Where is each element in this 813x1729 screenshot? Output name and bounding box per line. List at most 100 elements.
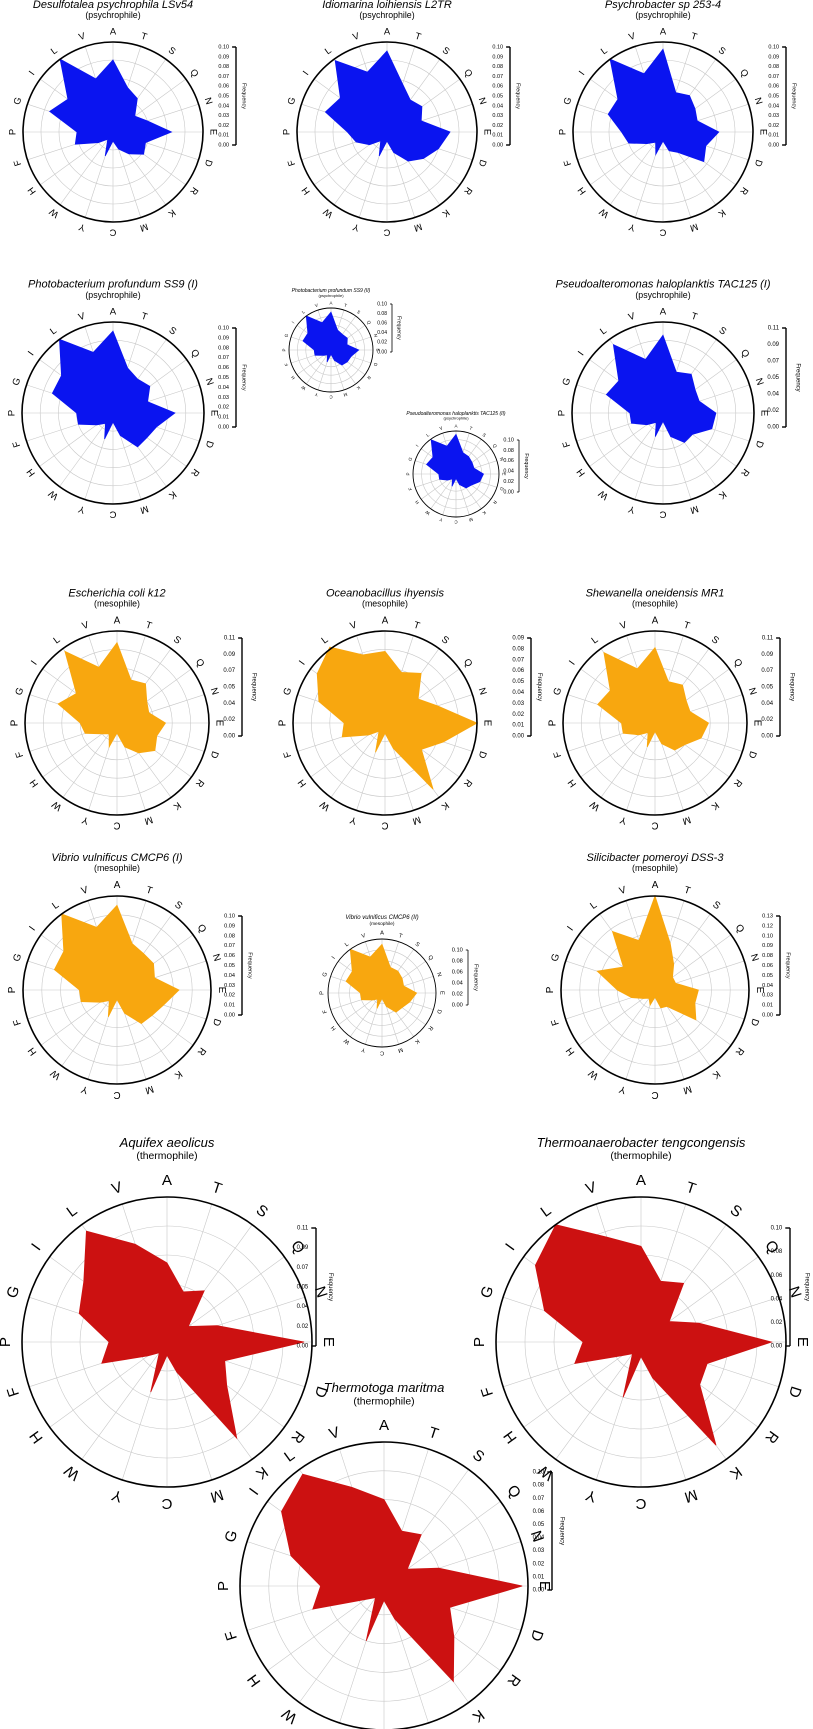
chart-subtitle: (mesophile) bbox=[369, 921, 394, 927]
scale-tick-label: 0.08 bbox=[762, 953, 773, 959]
amino-acid-label: D bbox=[499, 487, 505, 492]
amino-acid-label: K bbox=[469, 1706, 487, 1726]
outer-circle bbox=[239, 1441, 529, 1729]
amino-acid-label: S bbox=[717, 325, 729, 338]
grid-spoke bbox=[555, 1341, 642, 1460]
amino-acid-label: T bbox=[398, 933, 404, 940]
scale-tick-label: 0.03 bbox=[218, 113, 229, 119]
scale-tick-label: 0.00 bbox=[512, 734, 524, 740]
amino-acid-label: P bbox=[405, 473, 410, 476]
scale-tick-label: 0.06 bbox=[218, 365, 229, 371]
amino-acid-label: K bbox=[709, 799, 721, 812]
amino-acid-label: A bbox=[382, 615, 389, 626]
amino-acid-label: V bbox=[618, 884, 628, 897]
scale-tick-label: 0.11 bbox=[762, 636, 774, 642]
amino-acid-label: Q bbox=[492, 443, 498, 449]
scale-tick-label: 0.01 bbox=[762, 1003, 773, 1009]
amino-acid-label: D bbox=[203, 439, 216, 449]
amino-acid-label: L bbox=[538, 1202, 555, 1221]
scale-tick-label: 0.08 bbox=[492, 64, 503, 70]
amino-acid-label: M bbox=[682, 1083, 693, 1096]
scale-tick-label: 0.05 bbox=[533, 1522, 545, 1528]
scale-tick-label: 0.00 bbox=[377, 349, 387, 355]
amino-acid-label: E bbox=[536, 1581, 553, 1591]
scale-tick-label: 0.05 bbox=[224, 963, 235, 969]
amino-acid-label: T bbox=[343, 303, 347, 309]
frequency-scale: 0.10 0.08 0.06 0.04 0.02 0.00 Frequency bbox=[503, 437, 529, 495]
amino-acid-labels: A T SQ N E D RK M C Y WH F P G I L V bbox=[557, 26, 770, 239]
amino-acid-label: Q bbox=[188, 347, 201, 360]
scale-tick-label: 0.06 bbox=[512, 668, 524, 674]
scale-tick-label: 0.08 bbox=[533, 1483, 545, 1489]
amino-acid-label: C bbox=[329, 394, 332, 399]
scale-tick-label: 0.09 bbox=[762, 943, 773, 949]
frequency-scale: 0.10 0.08 0.06 0.04 0.02 0.00 Frequency bbox=[771, 1226, 810, 1350]
grid-spoke bbox=[523, 1341, 642, 1428]
amino-acid-label: F bbox=[11, 440, 23, 449]
y-axis-label: Frequency bbox=[784, 952, 790, 979]
amino-acid-label: N bbox=[746, 686, 759, 696]
amino-acid-label: C bbox=[659, 508, 666, 519]
amino-acid-label: V bbox=[361, 933, 367, 940]
y-axis-label: Frequency bbox=[559, 1517, 565, 1545]
outer-circle bbox=[292, 630, 478, 816]
amino-acid-label: H bbox=[564, 1045, 577, 1057]
scale-tick-label: 0.09 bbox=[297, 1245, 309, 1251]
amino-acid-label: S bbox=[709, 634, 721, 647]
scale-tick-label: 0.04 bbox=[767, 392, 779, 398]
y-axis-label: Frequency bbox=[790, 83, 796, 109]
scale-tick-label: 0.00 bbox=[492, 142, 503, 148]
amino-acid-label: A bbox=[330, 301, 333, 306]
amino-acid-label: I bbox=[576, 68, 586, 77]
scale-tick-label: 0.00 bbox=[762, 1012, 773, 1018]
amino-acid-label: G bbox=[283, 333, 289, 338]
amino-acid-label: K bbox=[166, 207, 178, 220]
amino-acid-label: H bbox=[414, 500, 420, 506]
amino-acid-label: Y bbox=[350, 222, 360, 235]
frequency-scale: 0.11 0.09 0.07 0.05 0.04 0.02 0.00 Frequency bbox=[297, 1226, 333, 1350]
amino-acid-label: D bbox=[527, 1628, 547, 1644]
amino-acid-label: N bbox=[203, 96, 216, 106]
grid-spoke bbox=[81, 1341, 168, 1460]
chart-title: Aquifex aeolicus bbox=[119, 1135, 215, 1150]
amino-acid-label: K bbox=[253, 1463, 271, 1483]
amino-acid-label: T bbox=[682, 620, 691, 632]
amino-acid-label: I bbox=[502, 1240, 518, 1253]
amino-acid-label: G bbox=[285, 96, 298, 106]
amino-acid-label: Y bbox=[314, 392, 318, 398]
outer-circle bbox=[495, 1196, 787, 1488]
amino-acid-label: I bbox=[576, 349, 586, 358]
amino-acid-label: V bbox=[351, 30, 361, 43]
amino-acid-label: L bbox=[301, 309, 306, 315]
scale-tick-label: 0.09 bbox=[224, 923, 235, 929]
amino-acid-label: D bbox=[746, 750, 759, 760]
scale-tick-label: 0.00 bbox=[767, 425, 779, 431]
chart-subtitle: (psychrophile) bbox=[85, 290, 140, 300]
scale-tick-label: 0.07 bbox=[218, 74, 229, 80]
scale-tick-label: 0.00 bbox=[223, 734, 235, 740]
amino-acid-label: D bbox=[435, 1008, 442, 1014]
scale-tick-label: 0.09 bbox=[218, 335, 229, 341]
amino-acid-label: F bbox=[4, 1385, 23, 1399]
grid-spoke bbox=[333, 131, 388, 205]
amino-acid-label: E bbox=[502, 473, 507, 476]
amino-acid-label: F bbox=[407, 487, 413, 491]
chart-subtitle: (psychrophile) bbox=[85, 10, 140, 20]
scale-tick-label: 0.11 bbox=[297, 1226, 309, 1232]
amino-acid-label: C bbox=[380, 1050, 384, 1056]
amino-acid-labels: A T SQ N E D RK M C Y WH F P G I L V bbox=[7, 26, 220, 239]
amino-acid-label: R bbox=[461, 777, 474, 789]
scale-tick-label: 0.09 bbox=[492, 54, 503, 60]
amino-acid-label: A bbox=[652, 880, 659, 891]
amino-acid-label: M bbox=[413, 221, 424, 234]
amino-acid-label: P bbox=[215, 1581, 232, 1591]
radar-chart-11: A T SQ N E D RK M C Y WH F P G I L V Vibrio vulnificus CM… bbox=[320, 915, 479, 1055]
frequency-area bbox=[302, 311, 360, 366]
amino-acid-label: R bbox=[366, 375, 372, 381]
scale-tick-label: 0.07 bbox=[492, 74, 503, 80]
scale-tick-label: 0.09 bbox=[768, 54, 779, 60]
amino-acid-label: I bbox=[415, 444, 420, 448]
scale-tick-label: 0.02 bbox=[377, 340, 387, 346]
amino-acid-label: S bbox=[167, 44, 179, 57]
